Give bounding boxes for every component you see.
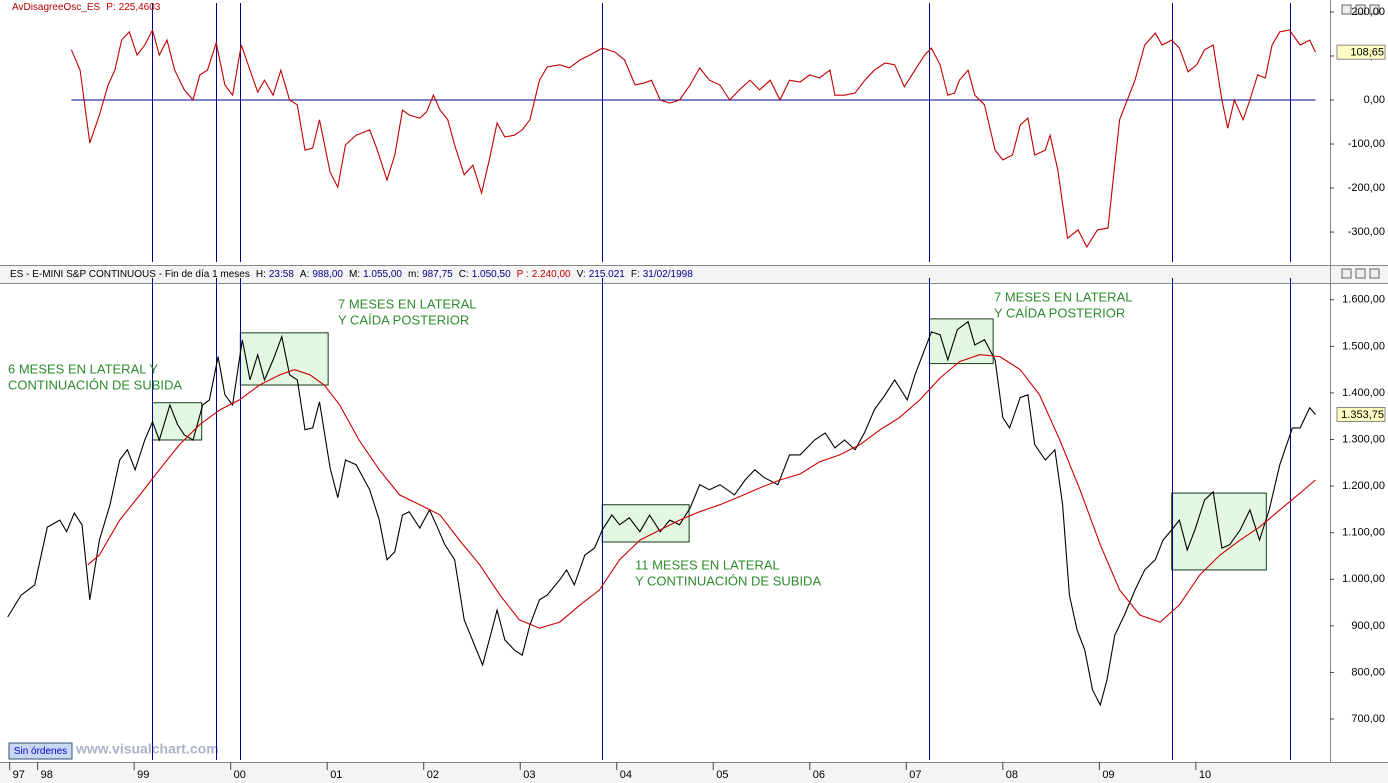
info-value: 1.055,00 — [363, 269, 402, 280]
close-button[interactable] — [1369, 4, 1380, 15]
last-value-tag — [1336, 44, 1386, 60]
info-label: C: — [459, 269, 469, 280]
range-box — [239, 332, 329, 386]
y-tick-label: -300,00 — [1348, 226, 1385, 238]
chart-title: ES - E-MINI S&P CONTINUOUS - Fin de día … — [10, 269, 250, 280]
x-tick-label: 98 — [41, 769, 53, 781]
chart-header: ES - E-MINI S&P CONTINUOUS - Fin de día … — [10, 269, 693, 280]
close-button[interactable] — [1369, 268, 1380, 279]
x-tick-label: 99 — [137, 769, 149, 781]
y-tick-label: 200,00 — [1351, 6, 1385, 18]
orders-button-label[interactable]: Sin órdenes — [14, 746, 67, 757]
annotation: 7 MESES EN LATERAL — [994, 289, 1132, 304]
x-tick-label: 06 — [813, 769, 825, 781]
info-value: 31/02/1998 — [643, 269, 693, 280]
info-value: 987,75 — [422, 269, 453, 280]
x-tick-label: 04 — [620, 769, 632, 781]
x-tick-label: 02 — [427, 769, 439, 781]
y-tick-label: 0,00 — [1364, 94, 1385, 106]
x-tick-label: 10 — [1199, 769, 1211, 781]
info-label: V: — [577, 269, 586, 280]
y-tick-label: 800,00 — [1351, 666, 1385, 678]
y-tick-label: 1.400,00 — [1342, 387, 1385, 399]
watermark: www.visualchart.com — [75, 741, 219, 757]
info-value: 23:58 — [269, 269, 294, 280]
y-tick-label: 700,00 — [1351, 713, 1385, 725]
info-label: m: — [408, 269, 419, 280]
y-tick-label: 1.200,00 — [1342, 480, 1385, 492]
info-label: P: — [106, 2, 115, 13]
range-box — [928, 318, 994, 365]
series-line — [70, 28, 1316, 249]
x-tick-label: 05 — [716, 769, 728, 781]
info-value: 2.240,00 — [532, 269, 571, 280]
info-label: F: — [631, 269, 640, 280]
minimize-button[interactable] — [1341, 268, 1352, 279]
info-label: A: — [300, 269, 309, 280]
minimize-button[interactable] — [1341, 4, 1352, 15]
x-tick-label: 01 — [330, 769, 342, 781]
info-label: M: — [349, 269, 360, 280]
annotation: Y CAÍDA POSTERIOR — [994, 305, 1125, 320]
y-tick-label: -200,00 — [1348, 182, 1385, 194]
last-value-label: 1.353,75 — [1341, 409, 1384, 421]
y-tick-label: 1.100,00 — [1342, 527, 1385, 539]
y-tick-label: -100,00 — [1348, 138, 1385, 150]
chart-title: AvDisagreeOsc_ES — [12, 2, 101, 13]
header-strip — [0, 265, 1388, 283]
x-tick-label: 00 — [234, 769, 246, 781]
y-tick-label: 1.500,00 — [1342, 340, 1385, 352]
window-buttons[interactable] — [1341, 4, 1380, 279]
info-label: P : — [517, 269, 529, 280]
chart-header: AvDisagreeOsc_ES P: 225,4603 — [12, 2, 161, 13]
x-tick-label: 07 — [909, 769, 921, 781]
maximize-button[interactable] — [1355, 4, 1366, 15]
x-tick-label: 09 — [1102, 769, 1114, 781]
annotation: CONTINUACIÓN DE SUBIDA — [8, 377, 182, 392]
range-box — [601, 504, 690, 543]
info-value: 988,00 — [312, 269, 343, 280]
y-tick-label: 1.600,00 — [1342, 294, 1385, 306]
annotation: Y CONTINUACIÓN DE SUBIDA — [635, 573, 821, 588]
info-value: 1.050,50 — [472, 269, 511, 280]
y-tick-label: 1.000,00 — [1342, 573, 1385, 585]
x-axis-strip — [0, 762, 1388, 783]
orders-button[interactable] — [8, 742, 73, 760]
annotation: 6 MESES EN LATERAL Y — [8, 361, 158, 376]
annotation: 7 MESES EN LATERAL — [338, 296, 476, 311]
x-tick-label: 97 — [13, 769, 25, 781]
x-tick-label: 03 — [523, 769, 535, 781]
last-value-tag — [1336, 406, 1386, 422]
maximize-button[interactable] — [1355, 268, 1366, 279]
last-value-label: 108,65 — [1350, 47, 1384, 59]
annotation: 11 MESES EN LATERAL — [635, 557, 780, 572]
series-line — [7, 320, 1316, 707]
annotation: Y CAÍDA POSTERIOR — [338, 312, 469, 327]
y-tick-label: 900,00 — [1351, 620, 1385, 632]
x-tick-label: 08 — [1006, 769, 1018, 781]
y-tick-label: 1.300,00 — [1342, 433, 1385, 445]
info-value: 215.021 — [589, 269, 626, 280]
series-line — [87, 354, 1316, 629]
info-label: H: — [256, 269, 266, 280]
info-value: 225,4603 — [119, 2, 161, 13]
